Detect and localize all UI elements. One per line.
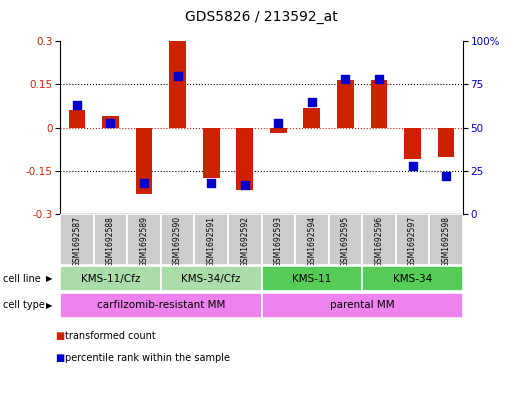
Text: GSM1692598: GSM1692598 xyxy=(441,216,451,267)
Text: KMS-34/Cfz: KMS-34/Cfz xyxy=(181,274,241,284)
Text: GSM1692596: GSM1692596 xyxy=(374,216,383,267)
Point xyxy=(308,99,316,105)
Bar xyxy=(262,292,463,318)
Bar xyxy=(60,266,161,292)
Text: percentile rank within the sample: percentile rank within the sample xyxy=(65,353,230,363)
Text: GDS5826 / 213592_at: GDS5826 / 213592_at xyxy=(185,10,338,24)
Bar xyxy=(127,214,161,265)
Text: ▶: ▶ xyxy=(46,274,52,283)
Bar xyxy=(203,128,220,178)
Bar xyxy=(262,214,295,265)
Text: ■: ■ xyxy=(55,353,64,363)
Text: ▶: ▶ xyxy=(46,301,52,310)
Bar xyxy=(396,214,429,265)
Text: KMS-11: KMS-11 xyxy=(292,274,332,284)
Bar xyxy=(328,214,362,265)
Text: KMS-34: KMS-34 xyxy=(393,274,432,284)
Bar xyxy=(236,128,253,190)
Bar xyxy=(228,214,262,265)
Point xyxy=(140,180,148,186)
Text: GSM1692588: GSM1692588 xyxy=(106,216,115,266)
Text: carfilzomib-resistant MM: carfilzomib-resistant MM xyxy=(97,300,225,310)
Text: GSM1692587: GSM1692587 xyxy=(72,216,82,267)
Bar xyxy=(295,214,328,265)
Bar xyxy=(195,214,228,265)
Text: parental MM: parental MM xyxy=(330,300,394,310)
Text: GSM1692591: GSM1692591 xyxy=(207,216,215,267)
Bar xyxy=(303,108,320,128)
Point xyxy=(207,180,215,186)
Point xyxy=(241,182,249,188)
Bar xyxy=(60,292,262,318)
Bar xyxy=(362,266,463,292)
Point xyxy=(341,76,349,83)
Text: cell type: cell type xyxy=(3,300,44,310)
Bar xyxy=(270,128,287,134)
Text: GSM1692590: GSM1692590 xyxy=(173,216,182,267)
Bar xyxy=(102,116,119,128)
Bar xyxy=(371,80,388,128)
Text: GSM1692594: GSM1692594 xyxy=(308,216,316,267)
Point xyxy=(274,119,282,126)
Bar xyxy=(60,214,94,265)
Text: GSM1692589: GSM1692589 xyxy=(140,216,149,267)
Text: KMS-11/Cfz: KMS-11/Cfz xyxy=(81,274,140,284)
Text: transformed count: transformed count xyxy=(65,331,156,342)
Bar xyxy=(404,128,421,160)
Text: cell line: cell line xyxy=(3,274,40,284)
Text: GSM1692593: GSM1692593 xyxy=(274,216,283,267)
Bar xyxy=(94,214,127,265)
Bar xyxy=(161,214,195,265)
Point xyxy=(106,119,115,126)
Bar xyxy=(362,214,396,265)
Bar xyxy=(262,266,362,292)
Bar xyxy=(337,80,354,128)
Text: GSM1692592: GSM1692592 xyxy=(240,216,249,267)
Text: GSM1692595: GSM1692595 xyxy=(341,216,350,267)
Point xyxy=(73,102,81,108)
Bar xyxy=(135,128,152,194)
Bar xyxy=(429,214,463,265)
Text: ■: ■ xyxy=(55,331,64,342)
Point xyxy=(375,76,383,83)
Point xyxy=(174,73,182,79)
Point xyxy=(408,163,417,169)
Text: GSM1692597: GSM1692597 xyxy=(408,216,417,267)
Bar xyxy=(161,266,262,292)
Point xyxy=(442,173,450,179)
Bar xyxy=(69,110,85,128)
Bar xyxy=(438,128,454,156)
Bar xyxy=(169,41,186,128)
